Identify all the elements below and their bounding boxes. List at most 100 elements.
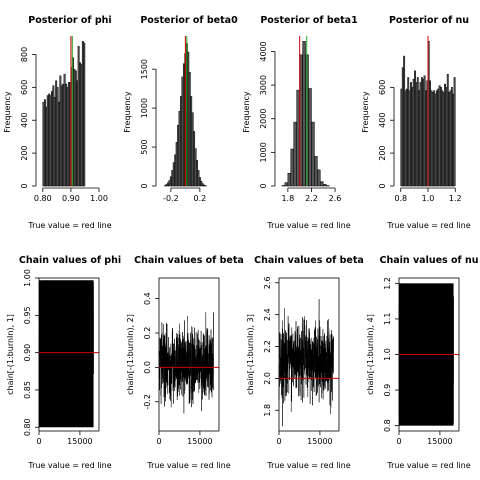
y-tick-label: 2.6 — [263, 276, 272, 289]
panel-7: Chain values of beta 0 15000 1.8 2.0 2.2 2.4 2.… — [246, 255, 364, 470]
panel-title: Chain values of phi — [19, 255, 121, 266]
x-tick-label: 0.2 — [194, 194, 207, 203]
y-tick-label: 2.0 — [263, 372, 272, 385]
histogram-bar — [284, 182, 289, 187]
y-tick-label: 800 — [20, 47, 29, 62]
y-tick-label: 0.85 — [23, 381, 32, 399]
y-tick-label: 1.00 — [23, 269, 32, 287]
y-tick-label: 0.95 — [23, 306, 32, 324]
x-tick-label: 0 — [156, 437, 161, 446]
histogram-bar — [320, 181, 324, 187]
panel-8: Chain values of nu 0 15000 0.8 0.9 1.0 1.1 1.2 T… — [366, 255, 479, 470]
panel-title: Posterior of beta0 — [140, 15, 238, 26]
chain-trace — [278, 299, 334, 427]
x-axis-label: True value = red line — [266, 461, 350, 470]
panel-title: Posterior of nu — [389, 15, 469, 26]
y-tick-label: 400 — [20, 113, 29, 128]
panel-title: Chain values of nu — [380, 255, 479, 266]
panel-4: Posterior of nu 0.8 1.0 1.2 0 200 400 600 True v… — [361, 15, 471, 230]
x-axis-label: True value = red line — [27, 221, 111, 230]
y-tick-label: 0.4 — [143, 292, 152, 305]
y-tick-label: 0.8 — [383, 419, 392, 432]
y-tick-label: 0 — [140, 183, 149, 188]
histogram-bars — [281, 41, 330, 187]
panel-6: Chain values of beta 0 15000 -0.2 0.0 0.2 0.4 T… — [126, 255, 244, 470]
y-tick-label: 200 — [20, 145, 29, 160]
y-tick-label: 600 — [378, 80, 387, 95]
x-tick-label: 15000 — [67, 437, 92, 446]
x-tick-label: -0.2 — [163, 194, 179, 203]
y-tick-label: -0.2 — [143, 394, 152, 410]
y-tick-label: 200 — [378, 145, 387, 160]
histogram-bar — [281, 185, 286, 187]
x-tick-label: 15000 — [187, 437, 212, 446]
y-axis-label: Frequency — [242, 91, 251, 133]
y-tick-label: 0 — [378, 183, 387, 188]
panel-2: Posterior of beta0 -0.2 0.2 0 500 1000 1500 Fre… — [123, 15, 238, 203]
y-axis-label: chain[-(1:burnIn), 2] — [126, 314, 135, 395]
histogram-bar — [323, 184, 327, 187]
x-tick-label: 15000 — [307, 437, 332, 446]
y-tick-label: 0.0 — [143, 361, 152, 374]
x-axis-label: True value = red line — [386, 221, 470, 230]
x-tick-label: 1.2 — [449, 194, 462, 203]
y-tick-label: 0 — [259, 183, 268, 188]
histogram-bar — [308, 88, 312, 187]
panel-title: Chain values of beta — [134, 255, 244, 266]
y-tick-label: 1.0 — [383, 348, 392, 361]
x-tick-label: 2.2 — [305, 194, 318, 203]
x-tick-label: 2.6 — [329, 194, 342, 203]
y-tick-label: 600 — [20, 80, 29, 95]
y-tick-label: 1000 — [140, 98, 149, 118]
y-axis-label: Frequency — [3, 91, 12, 133]
y-axis-label: chain[-(1:burnIn), 1] — [6, 314, 15, 395]
histogram-bars — [400, 41, 456, 187]
y-axis-label: chain[-(1:burnIn), 3] — [246, 314, 255, 395]
y-tick-label: 0.9 — [383, 384, 392, 397]
y-tick-label: 2.4 — [263, 308, 272, 321]
x-tick-label: 0 — [276, 437, 281, 446]
y-tick-label: 1.8 — [263, 404, 272, 417]
y-tick-label: 2.2 — [263, 340, 272, 353]
histogram-bar — [314, 156, 318, 187]
panel-title: Chain values of beta — [254, 255, 364, 266]
x-tick-label: 1.0 — [422, 194, 435, 203]
histogram-bar — [317, 169, 321, 187]
histogram-bar — [290, 148, 294, 187]
x-tick-label: 1.00 — [90, 194, 108, 203]
x-axis-label: True value = red line — [266, 221, 350, 230]
y-tick-label: 500 — [140, 139, 149, 154]
y-tick-label: 400 — [378, 113, 387, 128]
y-tick-label: 0.80 — [23, 418, 32, 436]
x-axis-label: True value = red line — [27, 461, 111, 470]
x-tick-label: 0 — [36, 437, 41, 446]
y-tick-label: 4000 — [259, 41, 268, 61]
y-tick-label: 1500 — [140, 59, 149, 79]
y-tick-label: 0 — [20, 183, 29, 188]
x-axis-label: True value = red line — [386, 461, 470, 470]
panel-title: Posterior of beta1 — [260, 15, 357, 26]
x-tick-label: 1.8 — [281, 194, 294, 203]
x-tick-label: 0.90 — [62, 194, 80, 203]
y-tick-label: 1.2 — [383, 277, 392, 290]
histogram-bar — [453, 77, 456, 187]
panel-5: Chain values of phi 0 15000 0.80 0.85 0.90 0.9… — [6, 255, 121, 470]
histogram-bar — [302, 41, 306, 187]
y-tick-label: 2000 — [259, 109, 268, 129]
y-tick-label: 1000 — [259, 142, 268, 162]
panel-1: Posterior of phi 0.80 0.90 1.00 0 200 400 600 80… — [3, 15, 112, 230]
chain-trace — [158, 312, 214, 414]
x-axis-label: True value = red line — [146, 461, 230, 470]
y-tick-label: 0.2 — [143, 327, 152, 340]
x-tick-label: 0 — [396, 437, 401, 446]
histogram-bar — [325, 185, 330, 187]
histogram-bar — [83, 42, 86, 187]
y-axis-label: Frequency — [361, 91, 370, 133]
y-axis-label: Frequency — [123, 91, 132, 133]
plot-frame — [278, 277, 340, 432]
y-tick-label: 1.1 — [383, 313, 392, 326]
histogram-bars — [42, 41, 86, 187]
panel-3: Posterior of beta1 1.8 2.2 2.6 0 1000 2000 3000… — [242, 15, 358, 230]
histogram-bar — [311, 121, 315, 187]
